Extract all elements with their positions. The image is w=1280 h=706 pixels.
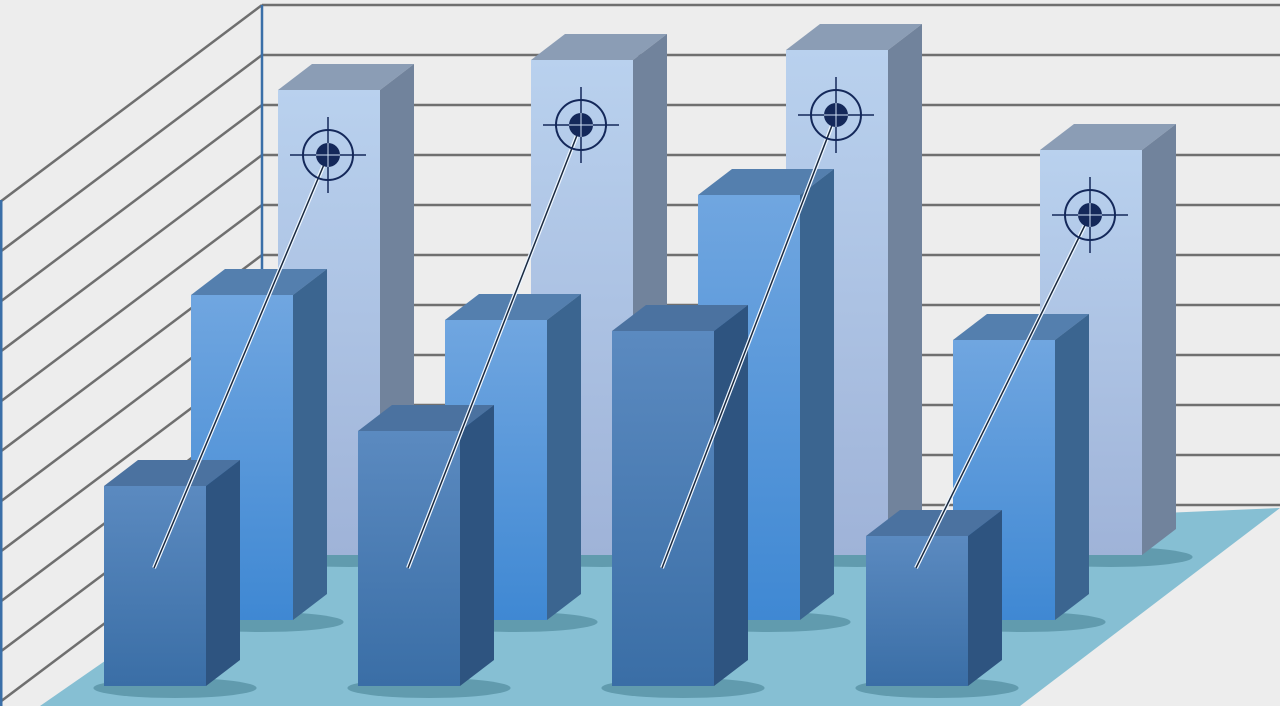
bar-side [293, 269, 327, 620]
target-icon [543, 87, 619, 163]
bar-top [612, 305, 748, 331]
side-gridline [0, 54, 263, 253]
bar-top [698, 169, 834, 195]
leader-line [407, 124, 582, 569]
leader-line [661, 114, 837, 569]
bar-side [800, 169, 834, 620]
bar-top [786, 24, 922, 50]
bar-side [206, 460, 240, 686]
target-marker [660, 77, 874, 569]
side-gridline [0, 204, 263, 403]
bar-top [445, 294, 581, 320]
bar [855, 510, 1019, 698]
bar-front [866, 536, 968, 686]
bar-side [888, 24, 922, 555]
bars [93, 24, 1193, 698]
target-marker [406, 87, 619, 569]
bar [93, 460, 257, 698]
bar-side [460, 405, 494, 686]
bar-top [191, 269, 327, 295]
side-gridline [0, 104, 263, 303]
bar-top [531, 34, 667, 60]
leader-line [153, 154, 329, 569]
leader-line [915, 214, 1091, 569]
bar-side [1142, 124, 1176, 555]
bar [601, 305, 765, 698]
bar-front [612, 331, 714, 686]
target-marker [152, 117, 366, 569]
target-icon [290, 117, 366, 193]
bar-top [104, 460, 240, 486]
side-gridline [0, 154, 263, 353]
side-gridline [0, 4, 263, 203]
bar [180, 269, 344, 632]
bar-side [547, 294, 581, 620]
markers [152, 77, 1128, 569]
bar-top [358, 405, 494, 431]
bar-front [104, 486, 206, 686]
bar-side [714, 305, 748, 686]
target-icon [798, 77, 874, 153]
bar-top [953, 314, 1089, 340]
bar [347, 405, 511, 698]
bar-top [1040, 124, 1176, 150]
bar-top [866, 510, 1002, 536]
bar-side [1055, 314, 1089, 620]
target-icon [1052, 177, 1128, 253]
bar-top [278, 64, 414, 90]
target-marker [914, 177, 1128, 569]
bar-side [968, 510, 1002, 686]
